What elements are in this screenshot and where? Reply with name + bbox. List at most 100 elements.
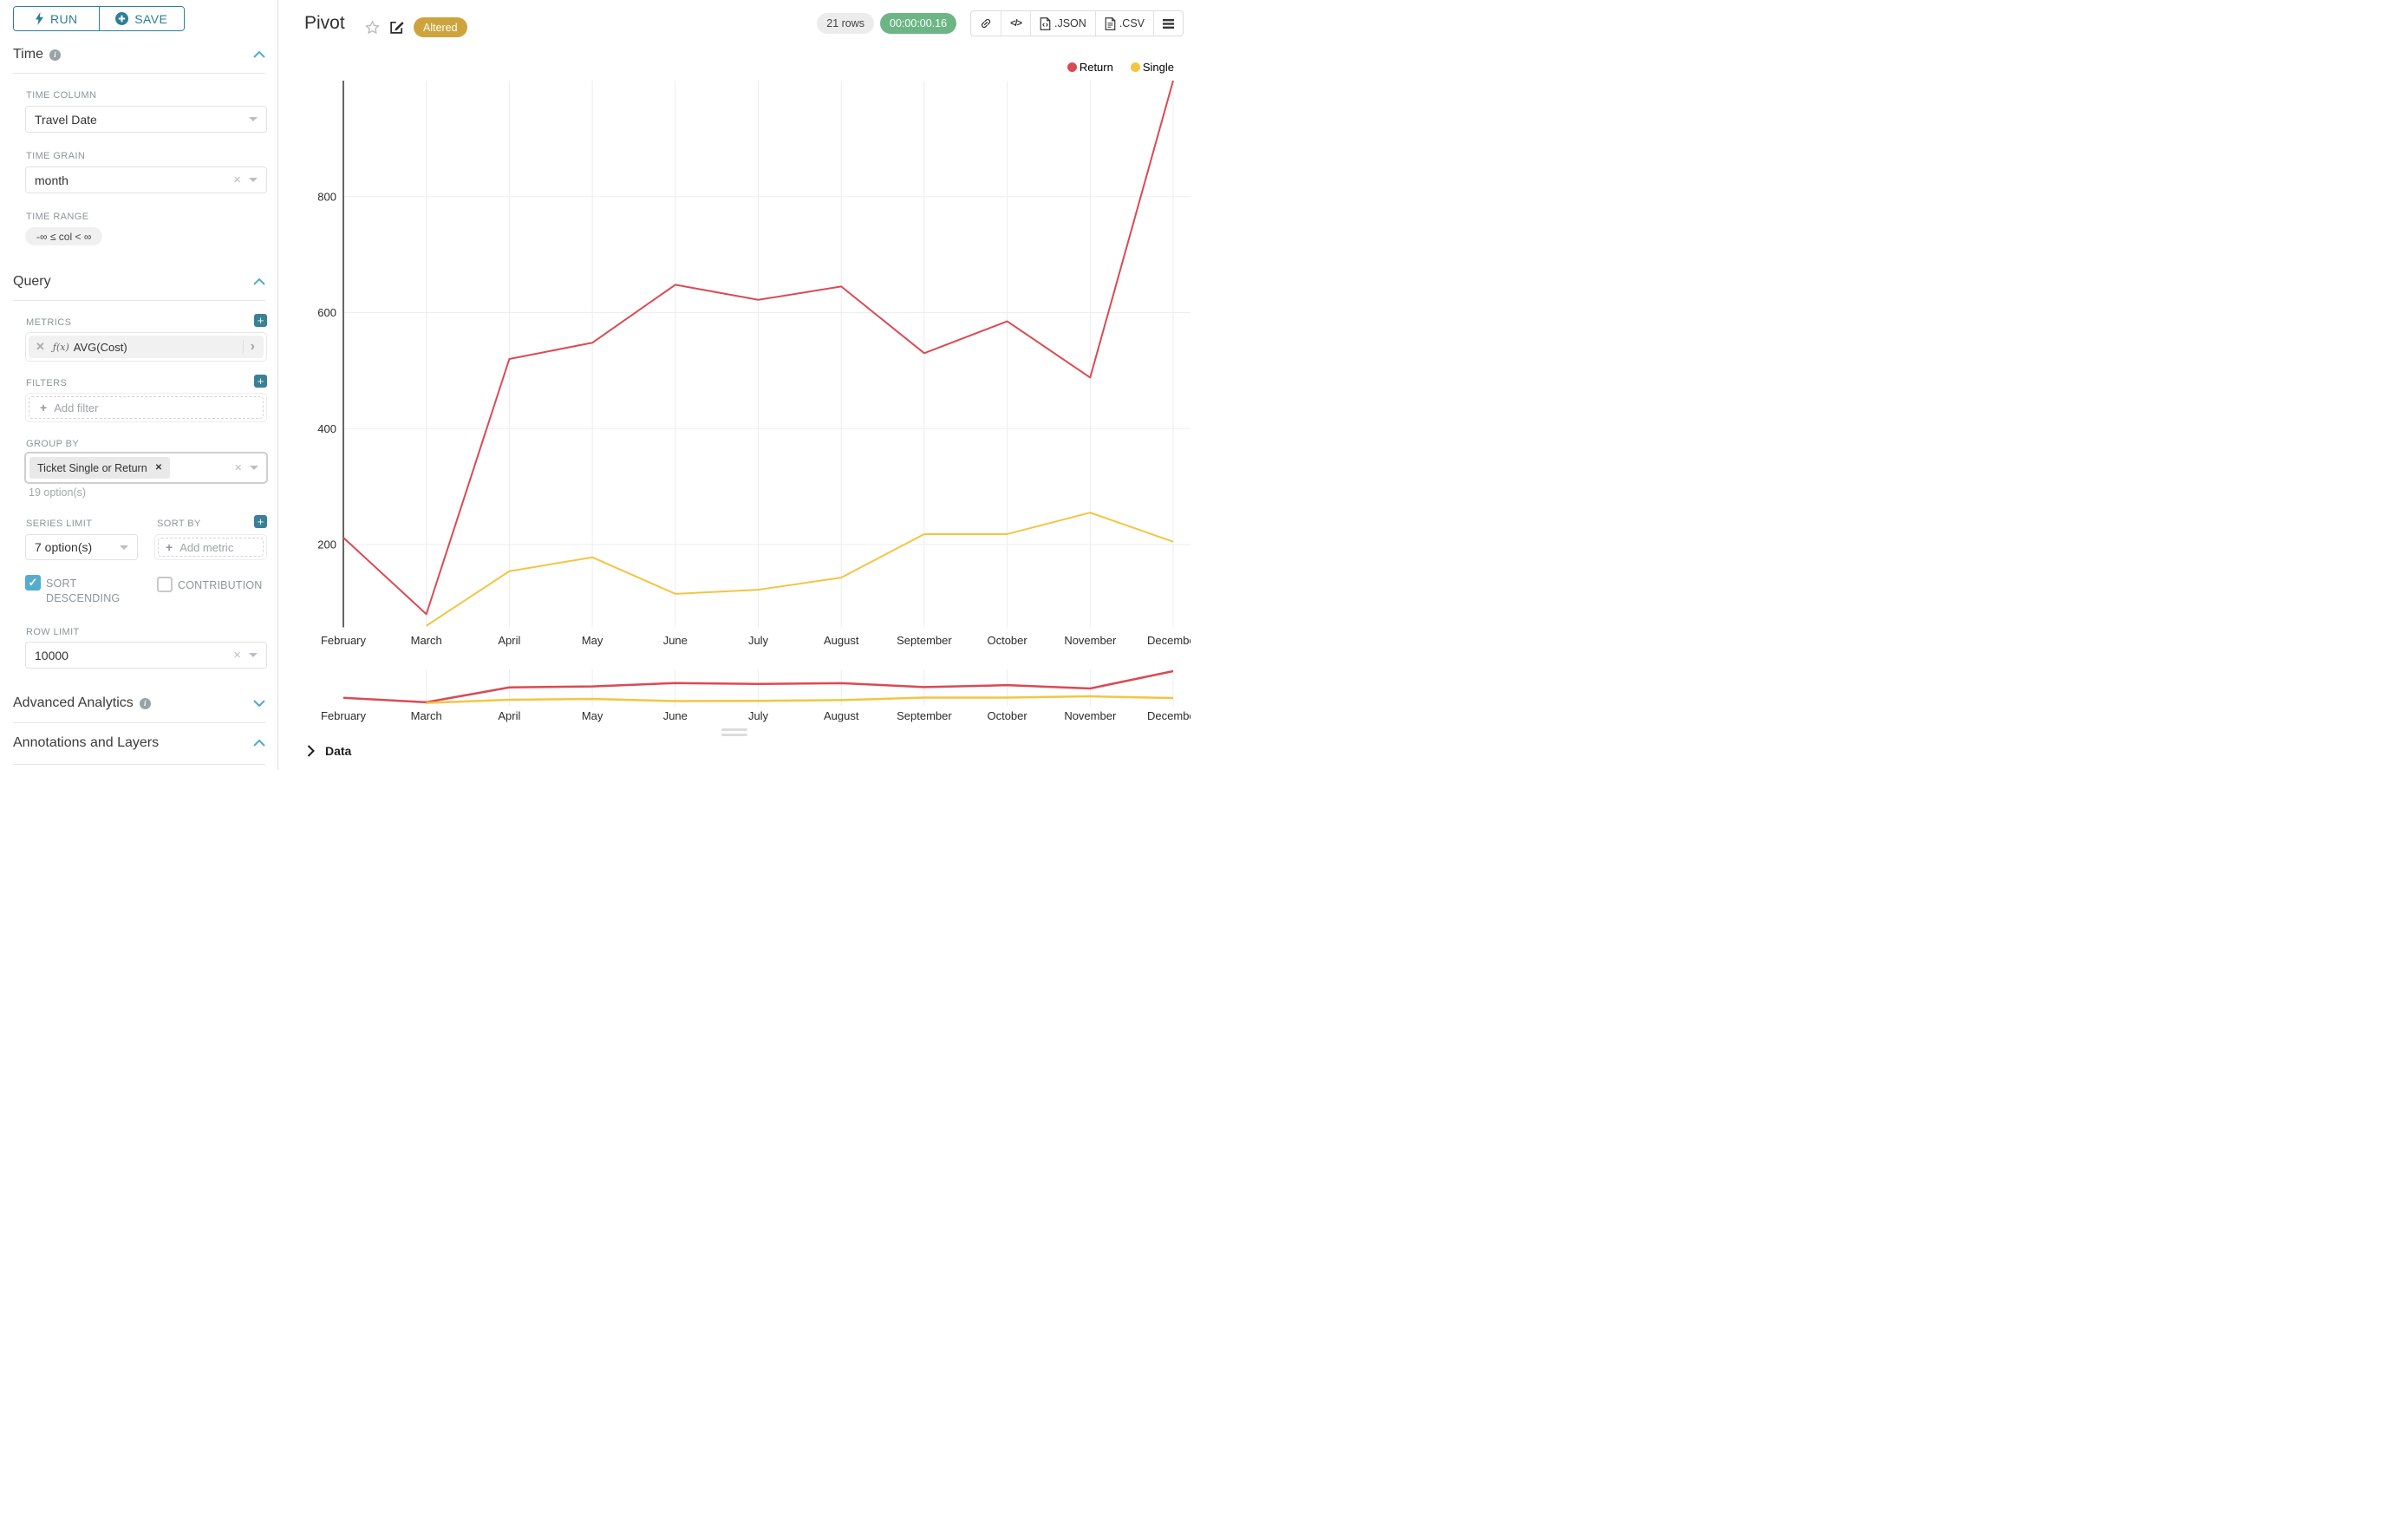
x-axis-label: October <box>987 634 1027 647</box>
x-axis-label: December <box>1147 634 1190 647</box>
time-range-value-pill[interactable]: -∞ ≤ col < ∞ <box>25 227 103 245</box>
series-limit-select[interactable]: 7 option(s) <box>25 534 138 560</box>
annotations-layers-header[interactable]: Annotations and Layers <box>13 735 265 751</box>
x-axis-label: September <box>897 634 952 647</box>
metric-pill[interactable]: ✕ ƒ(x) AVG(Cost) › <box>29 336 264 358</box>
caret-down-icon <box>249 178 258 182</box>
run-button[interactable]: RUN <box>14 7 99 30</box>
contribution-checkbox[interactable] <box>157 577 173 592</box>
legend-label: Return <box>1079 61 1113 74</box>
control-panel-sidebar: RUN SAVE Time i TIME COLUMN Travel Date … <box>0 0 278 770</box>
caret-down-icon <box>250 466 258 470</box>
sort-descending-checkbox[interactable]: ✓ <box>25 575 41 591</box>
x-axis-label: March <box>411 634 442 647</box>
advanced-analytics-title: Advanced Analytics <box>13 695 134 710</box>
export-csv-button[interactable]: .CSV <box>1094 11 1153 36</box>
plus-icon: + <box>166 540 173 554</box>
metrics-label: METRICS <box>26 317 72 328</box>
chevron-up-icon[interactable] <box>253 51 265 58</box>
add-filter-plus-button[interactable]: + <box>254 375 267 388</box>
y-axis-tick-label: 800 <box>317 190 336 203</box>
plus-icon: + <box>40 401 48 414</box>
caret-down-icon <box>249 653 258 657</box>
query-timer-label: 00:00:00.16 <box>890 17 948 29</box>
edit-icon[interactable] <box>389 20 404 35</box>
title-actions: Altered <box>365 17 467 37</box>
remove-metric-icon[interactable]: ✕ <box>36 340 45 353</box>
add-sort-metric-button[interactable]: + Add metric <box>158 538 264 557</box>
favorite-star-icon[interactable] <box>365 20 380 35</box>
hamburger-menu-icon <box>1163 18 1174 29</box>
x-axis-label: August <box>824 634 859 647</box>
mini-x-axis-label: August <box>824 709 859 722</box>
row-limit-label: ROW LIMIT <box>26 627 80 637</box>
group-by-tag[interactable]: Ticket Single or Return ✕ <box>29 457 171 479</box>
chart-panel: Pivot Altered 21 rows 00:00:00.16 </> <box>278 0 1190 770</box>
row-limit-select[interactable]: 10000 × <box>25 642 267 669</box>
time-column-select[interactable]: Travel Date <box>25 106 267 133</box>
legend-dot-icon <box>1130 62 1140 72</box>
resize-drag-handle[interactable] <box>721 728 747 736</box>
y-axis-tick-label: 400 <box>317 422 336 435</box>
metric-value: AVG(Cost) <box>73 340 127 354</box>
legend-item-single[interactable]: Single <box>1130 61 1174 74</box>
series-line-single <box>426 512 1174 627</box>
clear-icon[interactable]: × <box>233 648 241 662</box>
add-filter-label: Add filter <box>54 401 99 414</box>
file-text-icon <box>1105 16 1116 30</box>
mini-series-line-single <box>426 695 1174 704</box>
embed-code-button[interactable]: </> <box>1001 11 1030 36</box>
mini-x-axis-label: May <box>582 709 603 722</box>
caret-down-icon <box>120 545 128 550</box>
save-button-label: SAVE <box>134 11 168 26</box>
chevron-right-icon[interactable]: › <box>242 340 257 354</box>
add-filter-button[interactable]: + Add filter <box>29 396 264 419</box>
divider <box>13 300 265 301</box>
query-section-header[interactable]: Query <box>13 274 265 290</box>
data-section-toggle[interactable]: Data <box>307 744 351 758</box>
series-limit-label: SERIES LIMIT <box>26 519 93 529</box>
line-chart[interactable]: 200 400 600 800 February February March March Ap… <box>278 0 1190 770</box>
clear-icon[interactable]: × <box>234 460 242 475</box>
legend-item-return[interactable]: Return <box>1067 61 1113 74</box>
legend-label: Single <box>1142 61 1174 74</box>
mini-x-axis-label: April <box>498 709 520 722</box>
legend-dot-icon <box>1067 62 1077 72</box>
save-button[interactable]: SAVE <box>98 7 184 30</box>
time-grain-label: TIME GRAIN <box>26 151 86 161</box>
x-axis-label: November <box>1064 634 1117 647</box>
time-column-label: TIME COLUMN <box>26 90 97 101</box>
time-section-header[interactable]: Time i <box>13 47 265 62</box>
export-toolbar: </> .JSON .CSV <box>970 10 1184 36</box>
export-json-label: .JSON <box>1054 17 1086 29</box>
sort-by-label: SORT BY <box>157 519 201 529</box>
remove-tag-icon[interactable]: ✕ <box>154 463 163 473</box>
sort-by-control: + Add metric <box>154 534 267 560</box>
copy-link-button[interactable] <box>971 11 1001 36</box>
advanced-analytics-header[interactable]: Advanced Analytics i <box>13 695 265 711</box>
chevron-down-icon[interactable] <box>253 700 265 707</box>
mini-x-axis-label: September <box>897 709 952 722</box>
chevron-up-icon[interactable] <box>253 278 265 285</box>
x-axis-label: July <box>748 634 769 647</box>
caret-down-icon <box>249 117 258 121</box>
run-save-button-group: RUN SAVE <box>13 6 185 31</box>
row-count-badge: 21 rows <box>817 13 875 34</box>
add-metric-plus-button[interactable]: + <box>254 314 267 327</box>
group-by-select[interactable]: Ticket Single or Return ✕ × <box>24 452 268 484</box>
chevron-up-icon[interactable] <box>253 740 265 747</box>
divider <box>13 73 265 74</box>
time-grain-select[interactable]: month × <box>25 166 267 193</box>
group-by-label: GROUP BY <box>26 439 80 449</box>
export-json-button[interactable]: .JSON <box>1030 11 1095 36</box>
y-axis-tick-label: 600 <box>317 306 336 319</box>
chart-menu-button[interactable] <box>1153 11 1183 36</box>
add-sort-metric-plus-button[interactable]: + <box>254 515 267 528</box>
time-column-value: Travel Date <box>35 112 97 127</box>
time-range-label: TIME RANGE <box>26 212 89 222</box>
group-by-tag-label: Ticket Single or Return <box>37 461 147 474</box>
series-line-return <box>342 80 1174 616</box>
altered-badge[interactable]: Altered <box>414 17 467 37</box>
contribution-label: CONTRIBUTION <box>178 579 263 591</box>
clear-icon[interactable]: × <box>233 173 241 187</box>
